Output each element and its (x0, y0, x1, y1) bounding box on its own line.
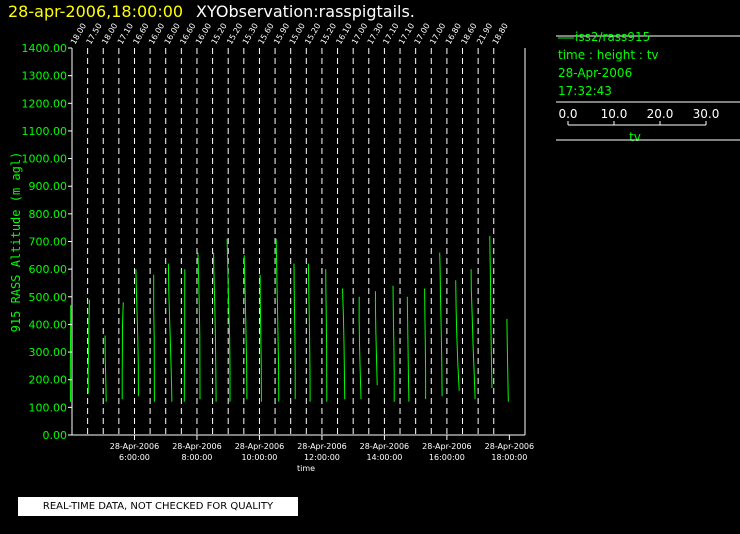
profile-trace (243, 255, 248, 400)
legend-series-name: iss2/rass915 (575, 30, 650, 44)
profile-trace (197, 252, 201, 400)
y-tick-label: 200.00 (29, 374, 68, 387)
x-tick-date: 28-Apr-2006 (360, 442, 409, 451)
x-tick-time: 10:00:00 (241, 453, 277, 462)
x-tick-time: 14:00:00 (366, 453, 402, 462)
profile-label: 18.80 (491, 22, 510, 46)
y-tick-label: 1400.00 (22, 42, 68, 55)
profile-trace (506, 318, 509, 402)
profile-trace (455, 280, 460, 391)
profile-trace (325, 269, 328, 402)
traces (69, 235, 509, 402)
x-tick-time: 6:00:00 (119, 453, 150, 462)
profile-trace (392, 285, 395, 402)
y-tick-label: 700.00 (29, 236, 68, 249)
profile-trace (183, 269, 186, 402)
x-tick-date: 28-Apr-2006 (110, 442, 159, 451)
y-tick-label: 1000.00 (22, 153, 68, 166)
x-axis-label: time (297, 464, 315, 473)
x-tick-date: 28-Apr-2006 (485, 442, 534, 451)
profile-trace (167, 263, 173, 402)
profile-trace (424, 288, 427, 400)
x-tick-time: 18:00:00 (491, 453, 527, 462)
y-tick-label: 300.00 (29, 346, 68, 359)
profile-trace (153, 274, 155, 402)
profile-trace (374, 291, 378, 386)
y-tick-label: 400.00 (29, 318, 68, 331)
profile-trace (87, 299, 90, 394)
profile-trace (293, 263, 296, 400)
legend: iss2/rass915 time : height : tv 28-Apr-2… (556, 30, 740, 103)
header-title: XYObservation:rasspigtails. (196, 2, 415, 21)
profile-trace (489, 235, 493, 389)
profile-trace (226, 238, 231, 402)
x-tick-date: 28-Apr-2006 (235, 442, 284, 451)
y-tick-label: 0.00 (43, 429, 68, 442)
x-axis-ticks: 28-Apr-2006 6:00:00 28-Apr-2006 8:00:00 28-A… (110, 435, 534, 462)
scale-tick-label: 0.0 (558, 107, 577, 121)
legend-date: 28-Apr-2006 (558, 66, 632, 80)
y-tick-label: 500.00 (29, 291, 68, 304)
x-tick-date: 28-Apr-2006 (172, 442, 221, 451)
x-tick-date: 28-Apr-2006 (422, 442, 471, 451)
axes (71, 48, 526, 436)
header: 28-apr-2006,18:00:00 XYObservation:rassp… (8, 2, 415, 21)
profile-trace (358, 296, 362, 400)
scale-tick-label: 20.0 (647, 107, 674, 121)
quality-notice: REAL-TIME DATA, NOT CHECKED FOR QUALITY (18, 497, 298, 516)
y-tick-label: 900.00 (29, 180, 68, 193)
y-tick-label: 800.00 (29, 208, 68, 221)
profile-trace (104, 335, 107, 402)
scale-ticks: 0.0 10.0 20.0 30.0 (558, 107, 719, 125)
plot-grid (71, 48, 495, 435)
scale-tick-label: 10.0 (601, 107, 628, 121)
legend-axes-desc: time : height : tv (558, 48, 659, 62)
profile-trace (259, 274, 262, 402)
profile-trace (213, 252, 217, 402)
profile-scale: 0.0 10.0 20.0 30.0 tv (556, 107, 740, 144)
profile-trace (121, 302, 124, 400)
x-tick-time: 8:00:00 (182, 453, 213, 462)
y-tick-label: 1200.00 (22, 97, 68, 110)
y-tick-label: 100.00 (29, 401, 68, 414)
header-datetime: 28-apr-2006,18:00:00 (8, 2, 183, 21)
scale-title: tv (629, 130, 641, 144)
profile-trace (275, 238, 280, 402)
profile-trace (439, 252, 443, 397)
profile-trace (470, 269, 476, 400)
y-axis-label: 915 RASS Altitude (m agl) (9, 152, 23, 333)
y-tick-label: 600.00 (29, 263, 68, 276)
x-tick-time: 16:00:00 (429, 453, 465, 462)
profile-trace (135, 269, 139, 397)
x-tick-time: 12:00:00 (304, 453, 340, 462)
y-axis-ticks: 0.00 100.00 200.00 300.00 400.00 500.00 600.00… (22, 42, 72, 442)
scale-tick-label: 30.0 (693, 107, 720, 121)
profile-labels: 18.0017.5018.0017.1016.6016.0016.0016.60… (69, 22, 510, 46)
legend-time: 17:32:43 (558, 84, 612, 98)
profile-trace (406, 296, 410, 402)
profile-trace (342, 288, 346, 400)
y-tick-label: 1100.00 (22, 125, 68, 138)
x-tick-date: 28-Apr-2006 (297, 442, 346, 451)
profile-trace (307, 263, 311, 402)
y-tick-label: 1300.00 (22, 70, 68, 83)
